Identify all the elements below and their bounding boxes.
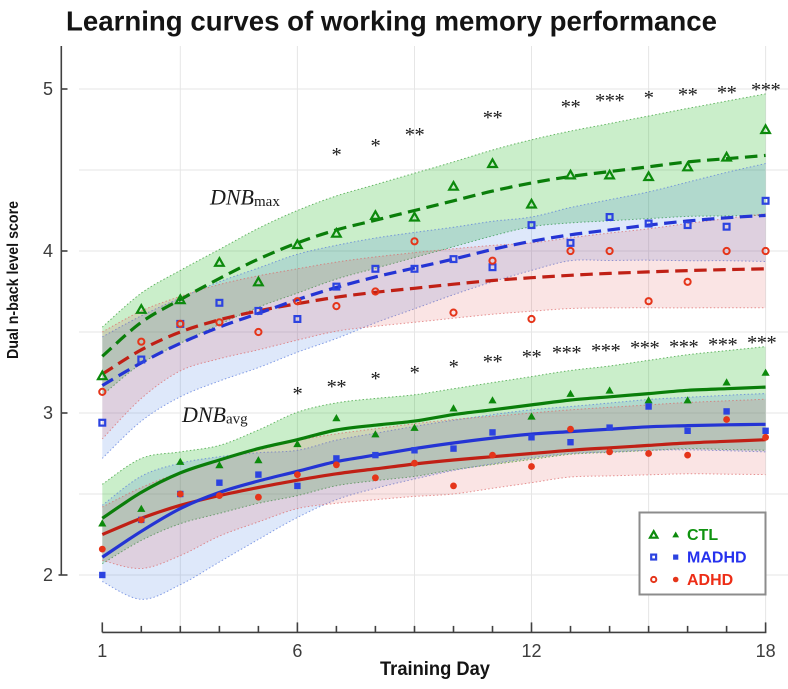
svg-text:ADHD: ADHD — [687, 572, 733, 589]
svg-text:**: ** — [717, 82, 737, 104]
svg-text:5: 5 — [43, 79, 53, 99]
svg-text:*: * — [644, 87, 654, 109]
svg-text:**: ** — [483, 107, 503, 129]
svg-text:Learning curves of working mem: Learning curves of working memory perfor… — [66, 5, 717, 36]
svg-text:18: 18 — [756, 641, 776, 661]
svg-text:2: 2 — [43, 565, 53, 585]
svg-text:1: 1 — [97, 641, 107, 661]
svg-text:***: *** — [595, 90, 625, 112]
svg-text:6: 6 — [292, 641, 302, 661]
svg-text:***: *** — [751, 79, 781, 101]
svg-text:CTL: CTL — [687, 527, 718, 544]
svg-text:*: * — [332, 144, 342, 166]
svg-text:**: ** — [561, 96, 581, 118]
svg-text:12: 12 — [521, 641, 541, 661]
svg-text:MADHD: MADHD — [687, 550, 747, 567]
svg-text:*: * — [449, 356, 459, 378]
svg-text:***: *** — [591, 340, 621, 362]
svg-text:3: 3 — [43, 403, 53, 423]
svg-text:***: *** — [630, 337, 660, 359]
svg-text:**: ** — [678, 84, 698, 106]
svg-text:***: *** — [708, 334, 738, 356]
svg-text:***: *** — [552, 342, 582, 364]
svg-text:*: * — [371, 368, 381, 390]
svg-text:*: * — [371, 135, 381, 157]
svg-text:*: * — [293, 383, 303, 405]
svg-text:*: * — [410, 362, 420, 384]
svg-text:4: 4 — [43, 241, 53, 261]
svg-text:**: ** — [405, 124, 425, 146]
svg-text:Dual n-back level score: Dual n-back level score — [5, 201, 22, 359]
svg-text:Training Day: Training Day — [380, 659, 490, 680]
svg-text:**: ** — [483, 351, 503, 373]
svg-text:***: *** — [669, 336, 699, 358]
svg-text:***: *** — [747, 332, 777, 354]
svg-text:**: ** — [327, 376, 347, 398]
svg-text:**: ** — [522, 346, 542, 368]
